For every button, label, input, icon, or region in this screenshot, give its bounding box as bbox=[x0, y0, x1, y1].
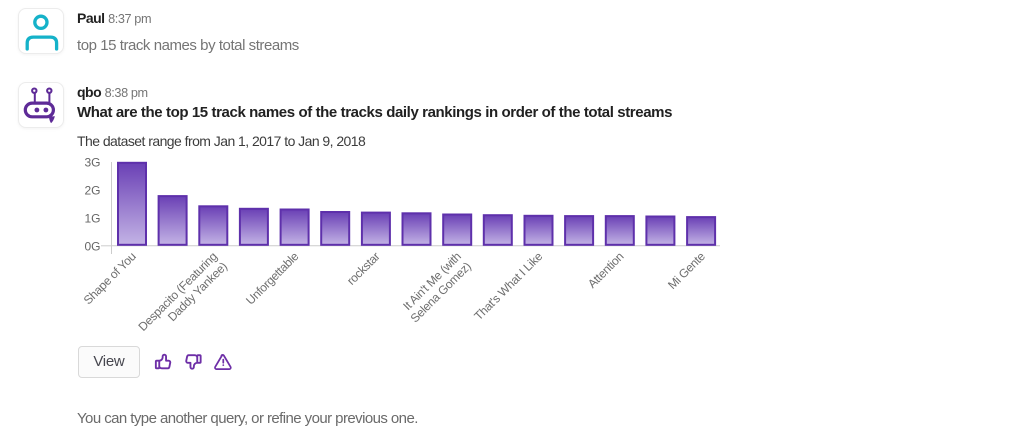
svg-text:1G: 1G bbox=[84, 212, 100, 226]
svg-text:That's What I Like: That's What I Like bbox=[471, 249, 545, 323]
svg-text:0G: 0G bbox=[84, 240, 100, 254]
svg-text:Shape of You: Shape of You bbox=[81, 249, 139, 307]
svg-text:Attention: Attention bbox=[585, 249, 626, 290]
svg-text:2G: 2G bbox=[84, 184, 100, 198]
svg-text:3G: 3G bbox=[84, 156, 100, 170]
svg-text:Unforgettable: Unforgettable bbox=[243, 249, 302, 308]
svg-text:Mi Gente: Mi Gente bbox=[665, 249, 708, 292]
svg-text:rockstar: rockstar bbox=[344, 249, 383, 288]
